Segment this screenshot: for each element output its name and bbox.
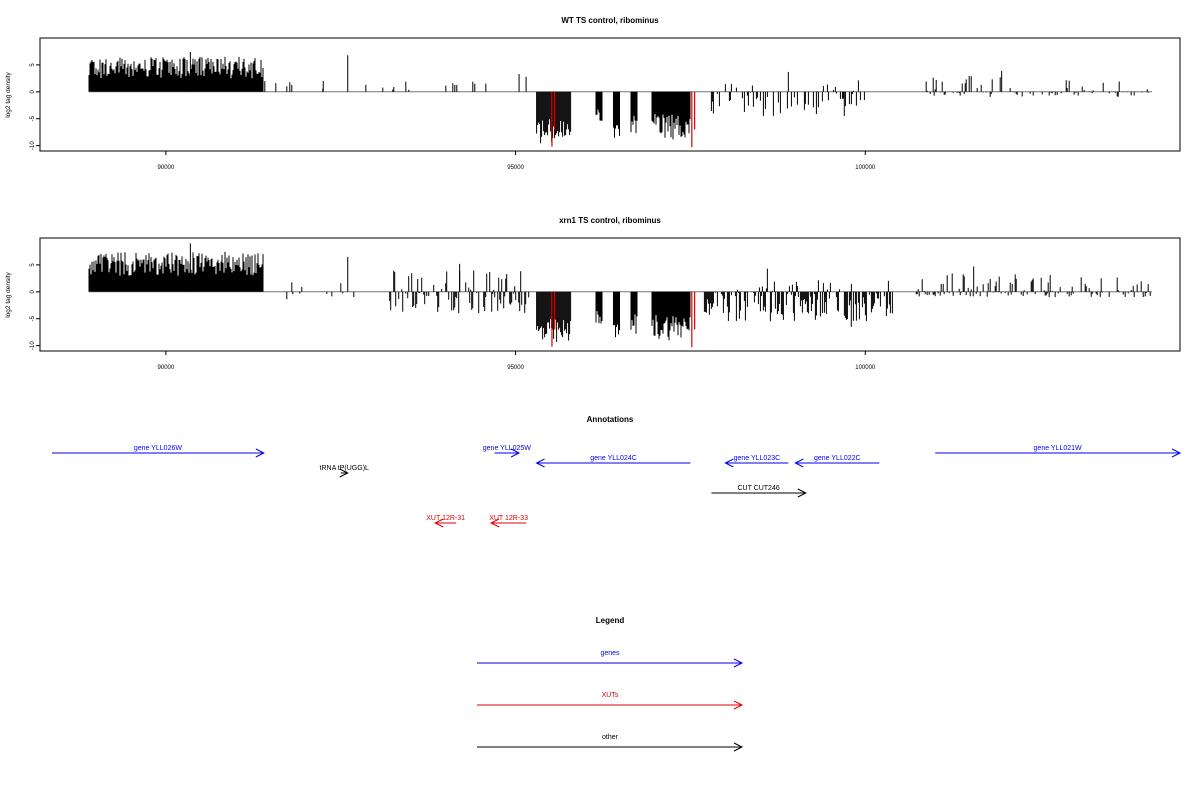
y-tick-label: -5 <box>30 115 36 121</box>
feature-label: XUT 12R-33 <box>489 515 528 522</box>
annotation-feature: gene YLL022C <box>794 455 880 468</box>
y-tick-label: 5 <box>30 63 36 67</box>
feature-label: tRNA tP(UGG)L <box>320 465 370 472</box>
xrn1-track-panel: xrn1 TS control, ribominus log2 tag dens… <box>5 216 1181 371</box>
legend-panel: Legend genes XUTs other <box>477 616 744 752</box>
wt-track-title: WT TS control, ribominus <box>561 16 659 25</box>
annotation-feature: XUT 12R-31 <box>426 515 465 528</box>
annotation-feature: gene YLL026W <box>52 445 265 458</box>
feature-label: gene YLL026W <box>134 445 183 452</box>
plot-frame <box>39 237 1181 352</box>
feature-arrowhead <box>797 488 807 498</box>
xrn1-track-title: xrn1 TS control, ribominus <box>559 216 661 225</box>
annotations-panel: Annotations gene YLL026W gene YLL025Wgene… <box>52 415 1182 528</box>
xrn1-y-axis-label: log2 tag density <box>5 271 12 317</box>
legend-items: genes XUTs other <box>477 650 744 752</box>
feature-arrowhead <box>510 448 521 458</box>
feature-label: gene YLL022C <box>814 455 861 462</box>
feature-label: XUT 12R-31 <box>426 515 465 522</box>
xrn1-axes: -10 -5 0 5 90000 95000 100000 <box>30 237 1181 371</box>
y-tick-label: 0 <box>30 289 36 293</box>
annotations-title: Annotations <box>587 415 634 424</box>
feature-label: CUT CUT246 <box>737 485 779 492</box>
annotation-features: gene YLL026W gene YLL025W gene YLL024C gene… <box>52 445 1182 528</box>
legend-label: XUTs <box>602 692 619 699</box>
feature-arrowhead <box>535 458 545 468</box>
legend-arrowhead <box>733 742 744 752</box>
xrn1-bars <box>88 243 1153 348</box>
wt-bars <box>88 51 1153 148</box>
x-tick-label: 95000 <box>507 165 524 171</box>
y-tick-label: -5 <box>30 315 36 321</box>
feature-arrowhead <box>255 448 265 458</box>
legend-title: Legend <box>596 616 625 625</box>
feature-arrowhead <box>1171 448 1182 458</box>
y-tick-label: 5 <box>30 263 36 267</box>
wt-track-panel: WT TS control, ribominus log2 tag densit… <box>5 16 1181 171</box>
legend-arrowhead <box>733 700 744 710</box>
feature-label: gene YLL025W <box>483 445 532 452</box>
x-tick-label: 100000 <box>855 365 876 371</box>
feature-label: gene YLL023C <box>734 455 781 462</box>
wt-axes: -10 -5 0 5 90000 95000 100000 <box>30 37 1181 171</box>
annotation-feature: CUT CUT246 <box>711 485 807 498</box>
feature-label: gene YLL024C <box>590 455 637 462</box>
annotation-feature: tRNA tP(UGG)L <box>320 465 370 478</box>
feature-arrowhead <box>794 458 804 468</box>
annotation-feature: gene YLL024C <box>535 455 691 468</box>
annotation-feature: XUT 12R-33 <box>489 515 528 528</box>
annotation-feature: gene YLL025W <box>483 445 532 458</box>
feature-arrowhead <box>434 518 444 528</box>
annotation-feature: gene YLL023C <box>724 455 789 468</box>
legend-item: other <box>477 734 744 752</box>
feature-arrowhead <box>339 468 349 478</box>
y-tick-label: 0 <box>30 89 36 93</box>
feature-label: gene YLL021W <box>1034 445 1083 452</box>
legend-label: other <box>602 734 619 741</box>
y-tick-label: -10 <box>30 341 36 350</box>
legend-item: XUTs <box>477 692 744 710</box>
wt-y-axis-label: log2 tag density <box>5 71 12 117</box>
feature-arrowhead <box>489 518 500 528</box>
legend-label: genes <box>600 650 620 657</box>
annotation-feature: gene YLL021W <box>935 445 1182 458</box>
x-tick-label: 90000 <box>158 365 175 371</box>
feature-arrowhead <box>724 458 734 468</box>
x-tick-label: 95000 <box>507 365 524 371</box>
x-tick-label: 90000 <box>158 165 175 171</box>
y-tick-label: -10 <box>30 141 36 150</box>
legend-arrowhead <box>733 658 744 668</box>
legend-item: genes <box>477 650 744 668</box>
x-tick-label: 100000 <box>855 165 876 171</box>
plot-frame <box>39 37 1181 152</box>
